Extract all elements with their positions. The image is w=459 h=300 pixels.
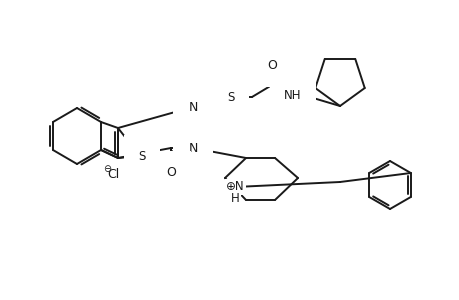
Text: S: S bbox=[227, 91, 234, 103]
Text: H: H bbox=[230, 191, 239, 205]
Text: ⊕N: ⊕N bbox=[226, 181, 244, 194]
Text: O: O bbox=[267, 58, 276, 71]
Text: ⊖: ⊖ bbox=[103, 164, 111, 174]
Text: NH: NH bbox=[284, 88, 301, 101]
Text: O: O bbox=[166, 166, 175, 178]
Text: Cl: Cl bbox=[106, 169, 119, 182]
Text: S: S bbox=[138, 149, 146, 163]
Text: N: N bbox=[188, 142, 197, 154]
Text: N: N bbox=[188, 100, 197, 113]
